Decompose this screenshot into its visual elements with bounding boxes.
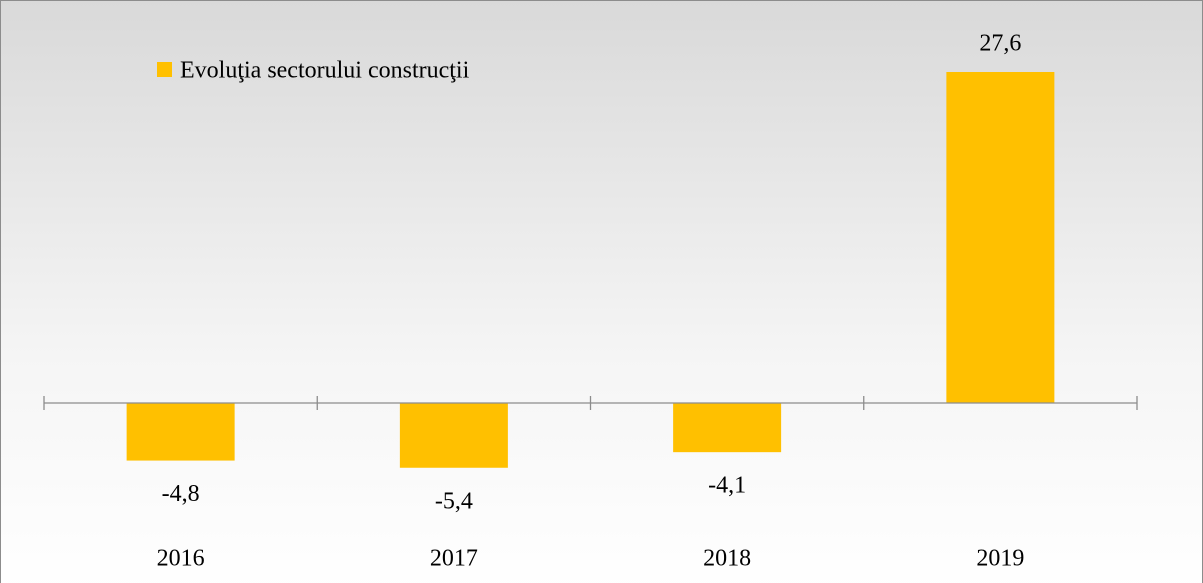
x-tick-label: 2018 [703, 546, 751, 572]
data-label: -4,8 [162, 481, 200, 507]
bar [399, 403, 508, 468]
bar [673, 403, 782, 453]
bar [946, 72, 1055, 403]
data-label: -4,1 [708, 473, 746, 499]
bar [126, 403, 235, 461]
data-label: -5,4 [435, 488, 473, 514]
x-tick-label: 2016 [157, 546, 205, 572]
legend-label: Evoluţia sectorului construcţii [180, 58, 470, 84]
x-tick-label: 2019 [976, 546, 1024, 572]
x-tick-label: 2017 [430, 546, 478, 572]
legend-swatch [157, 62, 172, 77]
data-label: 27,6 [979, 31, 1021, 57]
